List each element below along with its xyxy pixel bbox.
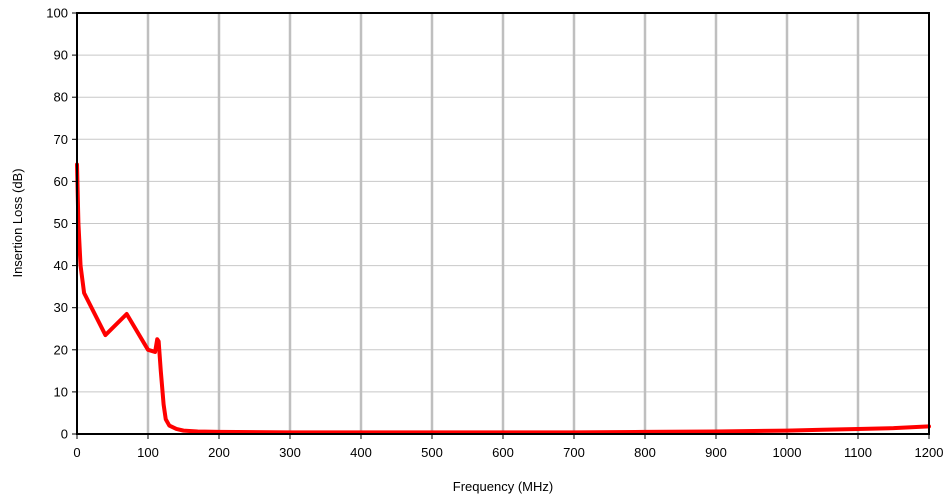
y-tick-label: 0: [61, 427, 68, 442]
data-point: [164, 417, 168, 421]
y-tick-label: 20: [54, 342, 68, 357]
x-tick-label: 500: [421, 445, 443, 460]
grid-layer: [77, 13, 929, 434]
series-layer: [75, 162, 931, 435]
x-tick-label: 200: [208, 445, 230, 460]
data-point: [153, 350, 157, 354]
data-point: [821, 428, 824, 432]
data-point: [174, 427, 178, 431]
x-tick-label: 300: [279, 445, 301, 460]
data-point: [157, 339, 161, 343]
data-point: [196, 429, 200, 433]
y-tick-label: 70: [54, 132, 68, 147]
x-tick-label: 1000: [773, 445, 802, 460]
x-tick-label: 700: [563, 445, 585, 460]
y-tick-label: 90: [54, 48, 68, 63]
x-axis-label: Frequency (MHz): [453, 479, 553, 494]
x-tick-label: 100: [137, 445, 159, 460]
x-tick-label: 1200: [915, 445, 944, 460]
y-tick-label: 10: [54, 384, 68, 399]
x-tick-label: 1100: [844, 445, 872, 460]
data-point: [159, 369, 163, 373]
ticks-layer: [72, 12, 930, 439]
data-point: [714, 429, 718, 433]
data-point: [856, 427, 860, 431]
x-tick-label: 800: [634, 445, 656, 460]
data-point: [167, 424, 171, 428]
data-point: [160, 386, 164, 390]
data-point: [79, 264, 83, 268]
data-point: [182, 429, 185, 433]
data-point: [146, 348, 150, 352]
data-point: [892, 426, 895, 430]
y-axis-label: Insertion Loss (dB): [10, 168, 25, 277]
data-point: [82, 291, 86, 295]
x-tick-label: 0: [73, 445, 80, 460]
data-point: [643, 430, 647, 434]
y-tick-label: 40: [54, 258, 68, 273]
data-point: [125, 312, 129, 316]
data-point: [785, 429, 789, 433]
x-tick-label: 400: [350, 445, 372, 460]
y-tick-label: 60: [54, 174, 68, 189]
y-tick-label: 80: [54, 90, 68, 105]
y-tick-label: 50: [54, 216, 68, 231]
data-point: [217, 430, 221, 434]
data-point: [155, 337, 159, 341]
x-tick-label: 900: [705, 445, 727, 460]
data-point: [162, 403, 166, 407]
y-tick-label: 100: [46, 6, 68, 21]
y-tick-label: 30: [54, 300, 68, 315]
data-point: [103, 333, 107, 337]
x-tick-label: 600: [492, 445, 514, 460]
